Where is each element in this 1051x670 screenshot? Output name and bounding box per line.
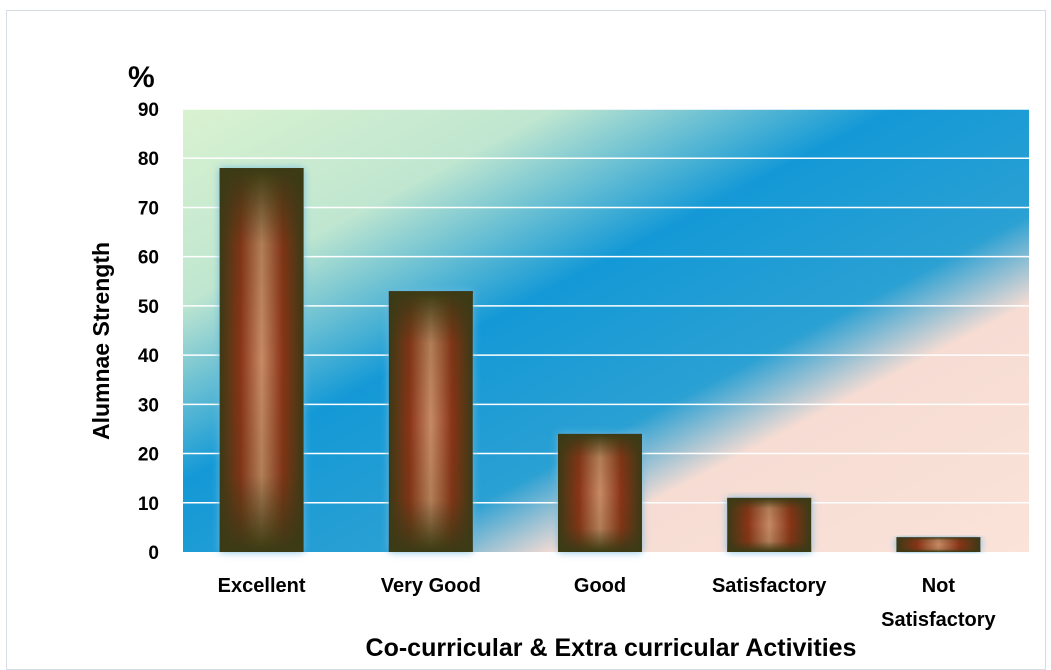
bars: [219, 168, 981, 553]
y-tick-label: 40: [138, 346, 159, 367]
y-tick-label: 60: [138, 248, 159, 269]
x-tick-label: Satisfactory: [712, 575, 827, 597]
y-axis-ticks: 0 10 20 30 40 50 60 70 80 90: [138, 100, 159, 564]
x-axis-ticks: Excellent Very Good Good Satisfactory Not Sat…: [218, 575, 997, 631]
bar-shade: [558, 433, 642, 552]
bar-shade: [896, 537, 981, 552]
y-tick-label: 80: [138, 149, 159, 170]
bar: [558, 433, 642, 552]
chart-frame: 0 10 20 30 40 50 60 70 80 90 Excellent Very Good Go…: [6, 10, 1046, 670]
y-tick-label: 90: [138, 100, 159, 121]
y-tick-label: 20: [138, 445, 159, 466]
y-tick-label: 0: [148, 543, 159, 564]
x-tick-label: Excellent: [218, 575, 306, 597]
y-tick-label: 30: [138, 395, 159, 416]
bar-shade: [219, 168, 304, 553]
x-tick-label: Good: [574, 575, 626, 597]
bar: [727, 497, 812, 552]
y-tick-label: 50: [138, 297, 159, 318]
y-unit-label: %: [128, 61, 155, 94]
bar: [388, 291, 473, 552]
x-axis-title: Co-curricular & Extra curricular Activit…: [366, 634, 857, 661]
bar-chart: 0 10 20 30 40 50 60 70 80 90 Excellent Very Good Go…: [88, 61, 1029, 662]
y-axis-title: Alumnae Strength: [88, 242, 114, 440]
bar: [219, 168, 304, 553]
bar-shade: [727, 497, 812, 552]
bar-shade: [388, 291, 473, 552]
x-tick-label: Satisfactory: [881, 609, 996, 631]
bar: [896, 537, 981, 552]
y-tick-label: 70: [138, 198, 159, 219]
x-tick-label: Very Good: [381, 575, 481, 597]
y-tick-label: 10: [138, 494, 159, 515]
x-tick-label: Not: [922, 575, 956, 597]
